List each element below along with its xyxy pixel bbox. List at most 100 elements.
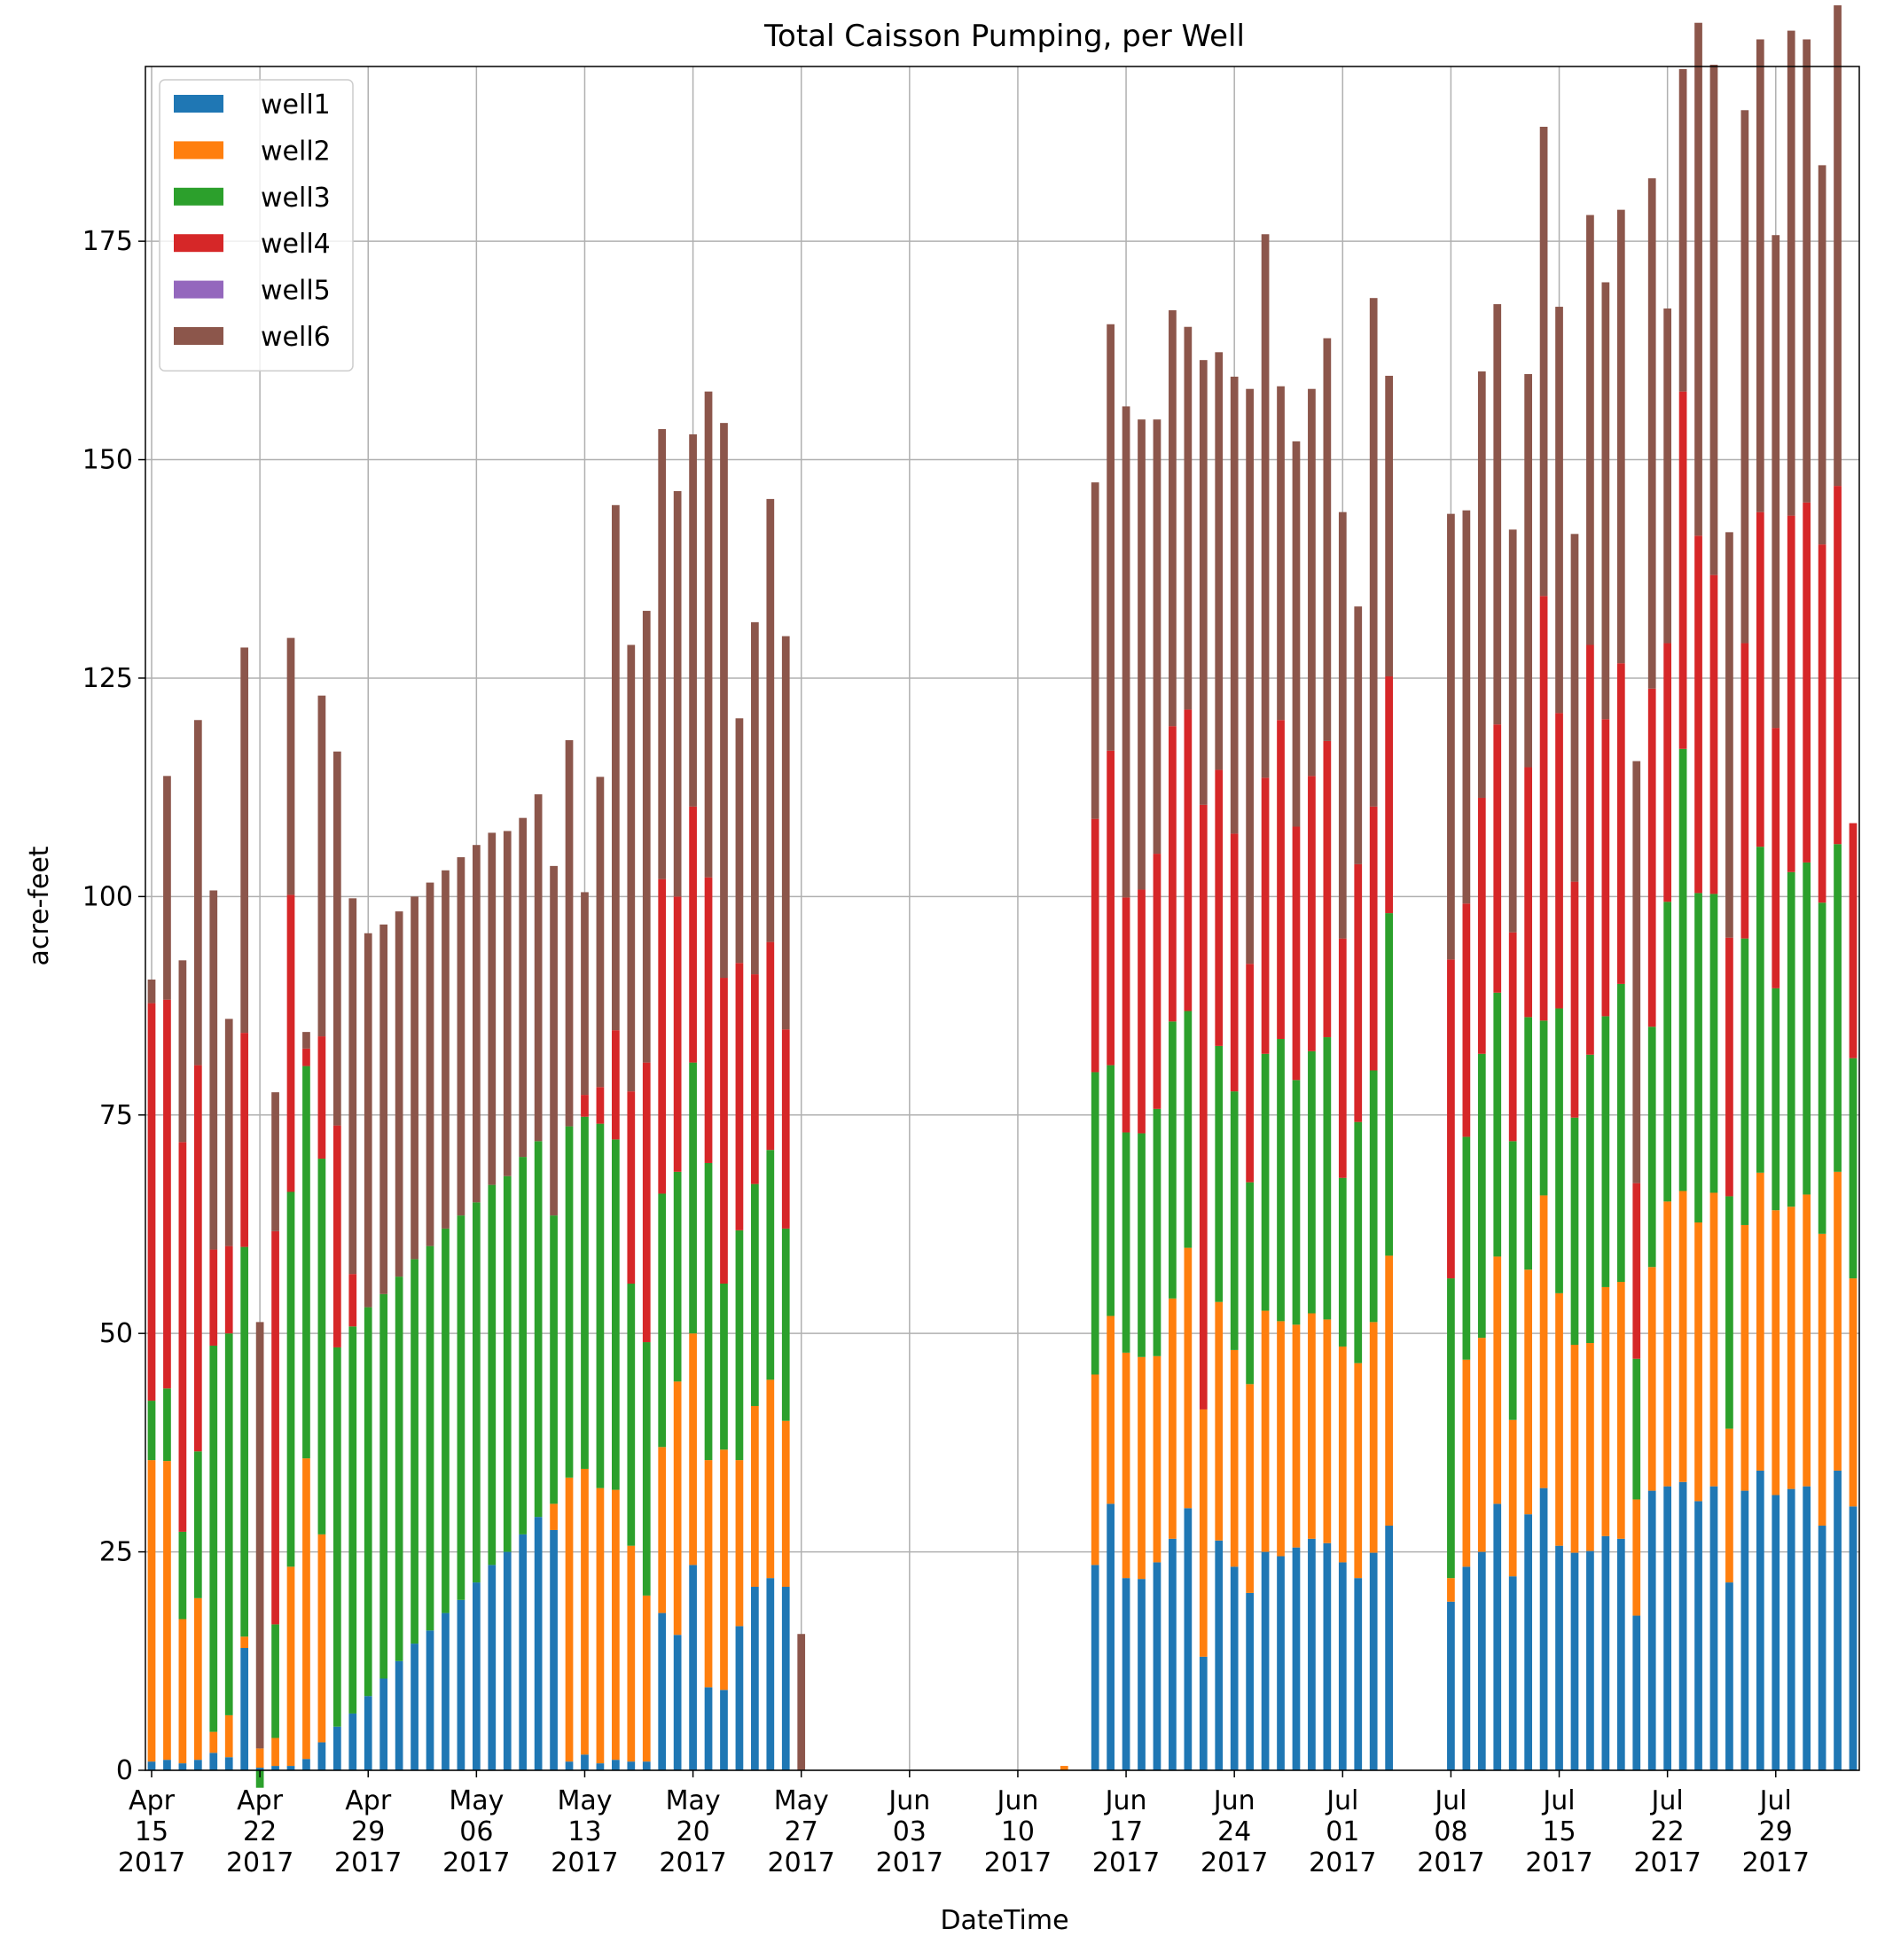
bar-well3 [1369,1070,1378,1323]
bar-well3 [673,1171,682,1382]
legend-label-well1: well1 [261,90,331,121]
bar-well6 [1493,304,1502,725]
bar-well3 [411,1259,418,1644]
bar-well4 [1323,740,1332,1038]
bar-well2 [642,1595,651,1762]
bar-well4 [163,999,171,1389]
plot-frame [145,66,1860,1771]
bar-well2 [1772,1210,1780,1495]
legend-label-well2: well2 [261,136,331,167]
bar-well1 [163,1760,171,1770]
bar-well3 [581,1116,589,1469]
bar-well6 [224,1019,233,1246]
bar-well1 [426,1630,434,1770]
bar-well1 [1215,1540,1224,1770]
bar-well3 [1740,938,1749,1225]
bar-well6 [797,1634,806,1770]
x-tick-label: Jun [887,1785,930,1816]
y-axis-ticks: 0 25 50 75 100 125 150 175 [82,226,145,1786]
bar-well2 [1756,1172,1764,1471]
bar-well6 [1632,761,1641,1183]
bar-well1 [1740,1490,1749,1770]
bar-well4 [1849,823,1858,1058]
bar-well3 [1385,913,1393,1256]
bar-well2 [1616,1282,1625,1539]
bar-well6 [781,636,790,1030]
bar-well2 [1740,1224,1749,1491]
bar-well4 [1107,750,1115,1066]
bar-well1 [457,1599,465,1770]
x-tick-label: 2017 [768,1847,835,1878]
y-tick-label: 175 [82,226,133,257]
bar-well1 [286,1766,295,1770]
bar-well1 [178,1763,187,1770]
bar-well4 [1199,804,1208,1409]
bar-well4 [689,806,697,1063]
bar-well2 [1524,1269,1533,1515]
legend-swatch-well4 [174,234,223,253]
bar-well2 [1849,1278,1858,1507]
bar-well6 [178,960,187,1143]
bar-well1 [1570,1552,1579,1770]
bar-well6 [1586,215,1594,645]
bar-well1 [1091,1565,1099,1770]
y-tick-label: 25 [99,1537,133,1568]
bar-well1 [1447,1601,1455,1770]
bar-well3 [472,1202,481,1583]
bar-well3 [1169,1021,1177,1299]
bar-well1 [1261,1551,1270,1770]
bar-well4 [1787,515,1795,872]
bar-well1 [1834,1470,1842,1770]
bar-well2 [271,1737,279,1767]
bar-well1 [596,1763,605,1770]
bar-well6 [735,718,744,964]
x-tick-label: Apr [129,1785,176,1816]
bar-well3 [1647,1027,1656,1268]
bar-well4 [704,877,713,1163]
bar-well4 [1616,663,1625,984]
bar-well2 [1555,1292,1563,1546]
bar-well2 [1447,1578,1455,1602]
legend-swatch-well5 [174,280,223,299]
bar-well6 [395,911,403,1277]
bar-well1 [1678,1481,1687,1770]
bar-well6 [348,898,357,1275]
bar-well2 [1199,1409,1208,1657]
bar-well3 [1725,1196,1733,1429]
bar-well6 [163,776,171,1000]
bar-well6 [426,882,434,1246]
bar-well6 [1199,360,1208,805]
x-tick-label: Apr [237,1785,284,1816]
bar-well3 [209,1345,218,1732]
bar-well3 [317,1159,326,1534]
bar-well4 [1725,937,1733,1197]
bar-well6 [658,429,667,879]
legend-swatch-well6 [174,327,223,345]
bar-well2 [1292,1324,1301,1548]
bar-well3 [1818,902,1826,1234]
bar-well3 [503,1175,512,1552]
bar-well3 [1508,1141,1517,1420]
bar-well2 [163,1461,171,1761]
bar-well6 [642,611,651,1063]
bar-well1 [332,1726,341,1770]
bar-well6 [193,720,202,1066]
bar-well3 [1586,1054,1594,1344]
bar-well4 [1539,596,1548,1021]
bar-well1 [503,1551,512,1770]
bar-well6 [1787,30,1795,516]
x-tick-label: 2017 [984,1847,1052,1878]
bar-well3 [689,1062,697,1334]
bar-well2 [689,1333,697,1566]
bar-well4 [209,1249,218,1346]
bar-well1 [1756,1470,1764,1770]
bar-well2 [147,1460,156,1762]
bar-well6 [1091,482,1099,819]
bar-well2 [1787,1206,1795,1489]
bar-well3 [612,1139,620,1490]
bar-well3 [457,1215,465,1600]
bar-well6 [1694,22,1702,536]
bar-well6 [1153,419,1162,855]
bar-well1 [581,1754,589,1770]
x-tick-label: 20 [676,1816,709,1847]
